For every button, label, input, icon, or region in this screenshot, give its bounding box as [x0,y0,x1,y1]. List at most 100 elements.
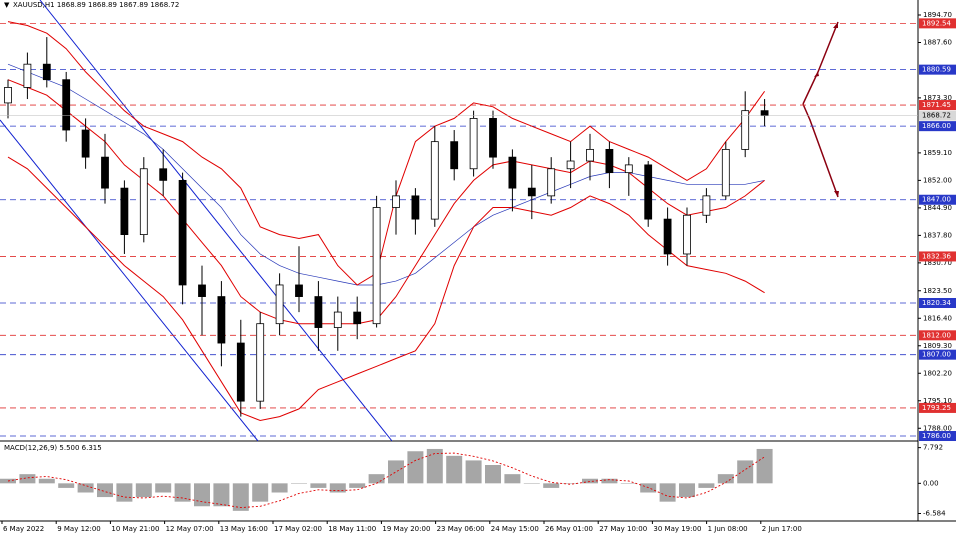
arrow-head [833,22,838,28]
macd-bar [77,483,94,493]
y-tick-label: 1873.30 [923,94,952,102]
candle-body [4,87,12,104]
current-price-box [919,110,956,121]
x-tick-label: 9 May 12:00 [57,525,101,533]
triangle-icon: ▼ [4,1,10,9]
macd-bar [174,483,191,502]
candle-body [624,164,633,174]
candle-body [605,148,614,174]
candle-body [198,284,206,297]
macd-bar [116,483,133,502]
level-label-box [919,431,956,442]
level-label: 1807.00 [922,351,951,359]
macd-bar [485,465,501,484]
candle-body [702,195,711,216]
y-tick-label: 1795.10 [923,397,952,405]
x-tick-label: 12 May 07:00 [166,525,214,533]
x-tick-label: 2 Jun 17:00 [762,525,802,533]
macd-bar [465,460,482,484]
macd-bar [562,483,579,484]
macd-bar [58,483,75,488]
level-label-box [919,330,956,341]
candle-body [101,156,109,189]
bollinger-middle [7,79,765,325]
y-tick-label: 1788.00 [923,424,952,432]
macd-bar [329,483,346,493]
x-tick-label: 10 May 21:00 [111,525,159,533]
macd-bar [659,483,676,502]
macd-bar [97,483,113,498]
x-tick-label: 17 May 02:00 [274,525,322,533]
candle-body [333,311,342,328]
plot: 1894.70 1887.60 1873.30 1859.10 1852.00 1844.… [0,11,956,533]
candle-body [760,110,769,117]
macd-y-tick-label: 0.00 [923,479,939,487]
y-tick-label: 1837.80 [923,231,952,239]
chart-title: XAUUSD,H1 1868.89 1868.89 1867.89 1868.7… [13,1,179,9]
macd-bar [601,478,618,484]
candle-body [547,168,556,197]
macd-bar [349,483,366,488]
level-label: 1812.00 [922,331,951,339]
x-tick-label: 24 May 15:00 [491,525,539,533]
x-tick-label: 23 May 06:00 [437,525,485,533]
candle-body [566,160,575,170]
candle-body [586,148,594,162]
channel-line [39,0,393,442]
candle-body [314,296,323,328]
macd-bar [388,460,404,484]
candle-body [411,195,420,220]
level-label: 1871.45 [922,101,951,109]
macd-title: MACD(12,26,9) 5.500 6.315 [4,444,102,452]
candle-body [508,156,517,189]
arrow-head [814,72,819,77]
level-label-box [919,18,956,29]
x-tick-label: 1 Jun 08:00 [708,525,748,533]
x-tick-label: 6 May 2022 [3,525,44,533]
bollinger-upper [7,21,766,286]
candle-body [663,218,672,255]
candle-body [81,129,90,158]
moving-average [7,63,765,286]
x-tick-label: 18 May 11:00 [328,525,376,533]
candle-body [372,207,381,325]
macd-bar [582,478,598,484]
candle-body [489,118,497,158]
macd-bar [543,483,560,488]
macd-signal [7,452,765,509]
candle-body [275,284,284,325]
level-label-box [919,100,956,111]
candle-body [741,110,750,150]
macd-bar [194,483,210,507]
y-tick-label: 1823.50 [923,287,952,295]
macd-bar [38,478,55,484]
level-label-box [919,349,956,360]
y-tick-label: 1830.70 [923,259,952,267]
candle-body [644,164,653,220]
level-label-box [919,402,956,413]
level-label: 1847.00 [922,196,951,204]
candle-body [721,148,730,197]
candle-body [295,284,303,297]
candle-body [159,168,168,181]
macd-bar [717,474,734,484]
macd-bar [271,483,288,493]
macd-bar [504,474,521,484]
macd-bar [737,460,754,484]
macd-bar [310,483,327,488]
level-label-box [919,194,956,205]
macd-bar [426,448,443,484]
candle-body [683,214,691,255]
candle-body [450,141,459,170]
candle-body [62,79,71,131]
candle-body [353,311,362,325]
candle-body [217,296,226,344]
level-label: 1880.59 [922,66,951,74]
macd-bar [19,474,36,484]
macd-bar [679,483,695,498]
macd-bar [232,483,249,511]
level-label: 1786.00 [922,432,951,440]
x-tick-label: 13 May 16:00 [220,525,268,533]
